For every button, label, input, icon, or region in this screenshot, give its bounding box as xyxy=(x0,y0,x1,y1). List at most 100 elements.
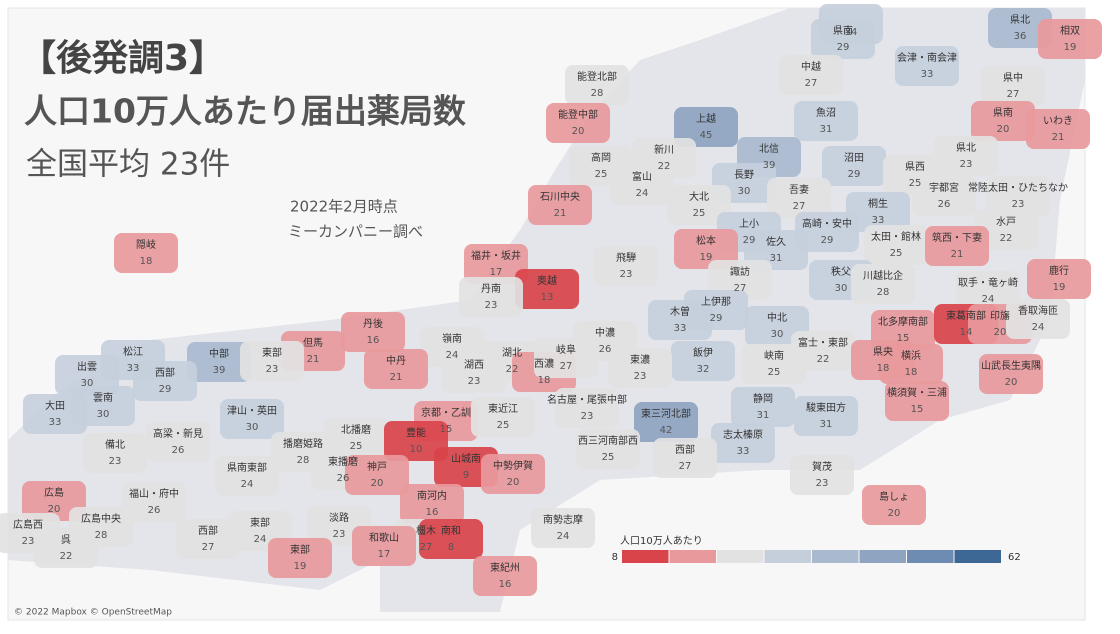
region xyxy=(711,423,775,463)
region xyxy=(864,225,928,265)
region-name: 佐久 xyxy=(766,236,786,248)
region-value: 30 xyxy=(771,329,784,340)
region xyxy=(971,101,1035,141)
region xyxy=(324,418,388,458)
region-value: 8 xyxy=(448,542,454,553)
region xyxy=(671,341,735,381)
region-value: 24 xyxy=(254,534,267,545)
region-value: 23 xyxy=(22,536,35,547)
region-value: 33 xyxy=(872,215,885,226)
region xyxy=(674,107,738,147)
region xyxy=(565,65,629,105)
region xyxy=(594,246,658,286)
region-name: 大北 xyxy=(689,190,709,203)
region-name: 東播磨 xyxy=(328,455,358,468)
region xyxy=(811,19,875,59)
region xyxy=(794,101,858,141)
region-value: 33 xyxy=(674,323,687,334)
region-name: 大田 xyxy=(45,399,65,412)
region-value: 29 xyxy=(710,313,723,324)
region-name: 東部 xyxy=(262,346,282,359)
region-name: 西三河南部西 xyxy=(578,434,638,447)
region-name: 西部 xyxy=(198,524,218,537)
region xyxy=(220,399,284,439)
region xyxy=(981,66,1045,106)
region xyxy=(608,348,672,388)
region-value: 23 xyxy=(581,411,594,422)
region-name: 川越比企 xyxy=(863,269,903,282)
region-value: 22 xyxy=(817,354,830,365)
region xyxy=(925,226,989,266)
region-value: 33 xyxy=(921,69,934,80)
region-name: 県中 xyxy=(1003,71,1023,84)
region xyxy=(345,455,409,495)
region-name: 東近江 xyxy=(488,402,518,415)
region-value: 27 xyxy=(202,542,215,553)
region-value: 19 xyxy=(294,561,307,572)
region-value: 27 xyxy=(805,78,818,89)
region-name: 相双 xyxy=(1060,24,1080,37)
region-value: 17 xyxy=(378,549,391,560)
region-name: 神戸 xyxy=(367,460,387,473)
region-value: 25 xyxy=(693,208,706,219)
region-name: 隠岐 xyxy=(136,238,156,251)
region-name: 会津・南会津 xyxy=(897,51,957,64)
region-value: 25 xyxy=(595,169,608,180)
region-value: 23 xyxy=(109,456,122,467)
region-value: 29 xyxy=(743,235,756,246)
region-name: 奥越 xyxy=(537,274,557,287)
region-name: 新川 xyxy=(654,143,674,156)
region-value: 16 xyxy=(367,335,380,346)
region xyxy=(648,300,712,340)
badge: 【後発調3】 xyxy=(20,38,225,79)
region-value: 26 xyxy=(148,505,161,516)
region-value: 16 xyxy=(499,579,512,590)
region-value: 16 xyxy=(426,507,439,518)
region-name: 筑西・下妻 xyxy=(932,231,982,244)
region xyxy=(791,331,855,371)
region xyxy=(341,312,405,352)
region-value: 20 xyxy=(507,477,520,488)
region-name: 名古屋・尾張中部 xyxy=(547,393,627,406)
region-value: 23 xyxy=(960,159,973,170)
region-value: 31 xyxy=(820,419,833,430)
region-value: 15 xyxy=(440,424,453,435)
region-name: 豊能 xyxy=(406,426,426,439)
region-value: 15 xyxy=(911,404,924,415)
region xyxy=(187,342,251,382)
region-name: 太田・館林 xyxy=(871,230,921,243)
region xyxy=(133,361,197,401)
region-value: 23 xyxy=(333,529,346,540)
region-name: 東葛南部 xyxy=(946,309,986,322)
region-name: 南河内 xyxy=(417,489,447,502)
region-name: 沼田 xyxy=(844,151,864,164)
region xyxy=(71,386,135,426)
region-name: 東紀州 xyxy=(490,561,520,574)
region-value: 28 xyxy=(95,530,108,541)
region xyxy=(912,176,976,216)
region-name: 湖北 xyxy=(502,347,522,359)
region-name: 東部 xyxy=(250,516,270,529)
title: 人口10万人あたり届出薬局数 xyxy=(24,92,467,131)
region-value: 19 xyxy=(700,252,713,263)
region xyxy=(1027,259,1091,299)
legend-swatch xyxy=(622,550,669,563)
region-value: 30 xyxy=(246,422,259,433)
region-name: 横須賀・三浦 xyxy=(887,386,947,399)
region-name: 秩父 xyxy=(831,266,851,278)
region-name: 丹後 xyxy=(363,317,383,330)
region-name: 能登中部 xyxy=(558,108,598,121)
region-name: 淡路 xyxy=(329,511,349,524)
region-name: 松本 xyxy=(696,234,716,247)
region-name: 西部 xyxy=(675,443,695,456)
region-value: 23 xyxy=(266,364,279,375)
region-value: 21 xyxy=(554,208,567,219)
region-name: 山武長生夷隅 xyxy=(981,359,1041,372)
region xyxy=(534,338,598,378)
region-name: 松江 xyxy=(123,345,143,358)
region-name: 中丹 xyxy=(386,354,406,367)
region xyxy=(146,422,210,462)
region-name: 西部 xyxy=(155,366,175,379)
region-name: 上小 xyxy=(739,218,759,230)
